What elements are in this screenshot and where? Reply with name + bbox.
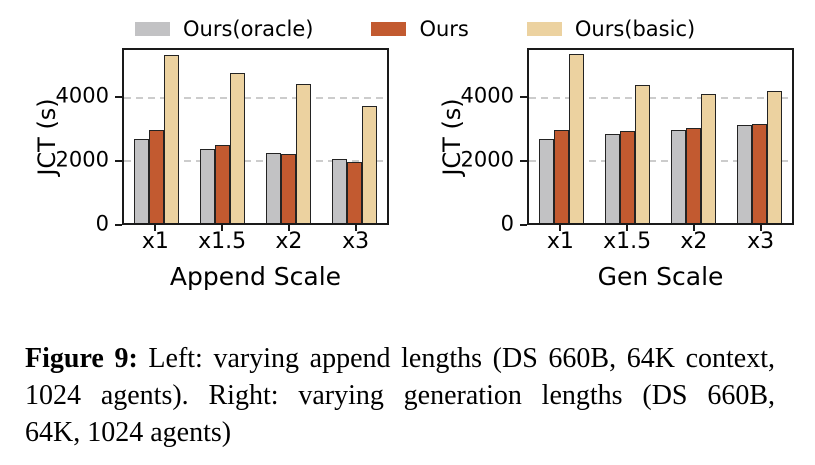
bar-oursbasic-x3 [766,90,782,223]
bar-ours-x2 [280,153,296,223]
bar-group-x1 [134,50,180,223]
x-tick-mark [354,225,357,231]
bar-ours-x2 [685,127,701,223]
bar-ours-x3 [346,161,362,223]
x-axis-ticks: x1 x1.5 x2 x3 [527,225,794,259]
y-tick-label: 0 [95,211,109,236]
plot-area [122,48,389,225]
x-tick-label: x2 [275,229,303,254]
y-axis-label-cell: JCT (s) [435,48,469,225]
bar-oursoracle-x3 [736,124,752,223]
legend-label: Ours(basic) [574,16,696,41]
legend-swatch-ours-basic [526,22,562,36]
bar-ours-x1.5 [215,145,231,223]
legend-item-ours: Ours [371,16,469,41]
caption-figure-number: Figure 9: [25,343,138,374]
caption-line: 1024 agents). Right: varying generation … [25,380,775,411]
legend-item-ours-oracle: Ours(oracle) [135,16,314,41]
bar-oursbasic-x2 [295,84,311,223]
bar-oursbasic-x3 [361,105,377,223]
x-tick-mark [287,225,290,231]
legend: Ours(oracle) Ours Ours(basic) [135,16,815,42]
bar-group-x1 [539,50,585,223]
gridline [124,159,387,162]
bar-ours-x3 [751,123,767,223]
y-axis-label-cell: JCT (s) [30,48,64,225]
legend-label: Ours [419,16,469,41]
y-tick-label: 0 [500,211,514,236]
y-tick-label: 2000 [55,147,109,172]
bar-oursoracle-x3 [331,159,347,223]
plot-area [527,48,794,225]
x-tick-mark [626,225,629,231]
x-tick-mark [154,225,157,231]
y-axis-ticks: 0 2000 4000 [461,48,527,234]
y-tick-label: 4000 [460,84,514,109]
y-tick-mark [115,224,122,226]
y-axis-ticks: 0 2000 4000 [56,48,122,234]
gridline [529,97,792,100]
chart-append-scale: JCT (s) 0 2000 4000 x1 x1.5 x2 x3 Append Scal… [30,48,389,293]
y-tick-mark [115,96,122,99]
bar-group-x3 [736,50,782,223]
legend-swatch-ours-oracle [135,22,170,36]
bar-group-x3 [331,50,377,223]
bar-oursbasic-x1.5 [230,72,246,223]
bar-groups [124,50,387,223]
caption-line: 64K, 1024 agents) [25,417,232,448]
bar-oursoracle-x1.5 [605,134,621,223]
bar-group-x1.5 [200,50,246,223]
bar-group-x2 [670,50,716,223]
figure-caption: Figure 9: Left: varying append lengths (… [25,340,775,451]
x-tick-label: x1 [141,229,169,254]
bar-oursoracle-x1 [134,138,150,223]
bar-ours-x1 [149,130,165,223]
bar-oursbasic-x2 [700,93,716,223]
bar-oursbasic-x1 [569,54,585,223]
y-tick-label: 2000 [460,147,514,172]
bar-oursoracle-x2 [670,129,686,223]
x-tick-mark [559,225,562,231]
x-tick-mark [692,225,695,231]
y-tick-mark [520,160,527,163]
x-tick-label: x2 [680,229,708,254]
gridline [529,159,792,162]
x-axis-ticks: x1 x1.5 x2 x3 [122,225,389,259]
caption-line: Figure 9: Left: varying append lengths (… [25,340,775,377]
gridline [124,97,387,100]
bar-groups [529,50,792,223]
chart-gen-scale: JCT (s) 0 2000 4000 x1 x1.5 x2 x3 Gen Scale [435,48,794,293]
charts-row: JCT (s) 0 2000 4000 x1 x1.5 x2 x3 Append Scal… [30,48,815,293]
bar-group-x1.5 [605,50,651,223]
y-tick-mark [520,96,527,99]
x-tick-mark [221,225,224,231]
bar-oursoracle-x1 [539,138,555,223]
x-axis-title: Gen Scale [597,262,724,291]
x-tick-label: x1.5 [198,229,247,254]
bar-group-x2 [265,50,311,223]
bar-ours-x1 [554,129,570,223]
x-tick-label: x1.5 [603,229,652,254]
bar-oursoracle-x1.5 [200,148,216,223]
x-axis-title: Append Scale [169,262,342,291]
bar-oursbasic-x1 [164,54,180,223]
x-tick-label: x3 [342,229,370,254]
x-tick-label: x1 [546,229,574,254]
x-tick-mark [759,225,762,231]
y-tick-mark [115,160,122,163]
bar-ours-x1.5 [620,131,636,223]
legend-swatch-ours [371,22,407,36]
legend-item-ours-basic: Ours(basic) [526,16,696,41]
x-tick-label: x3 [747,229,775,254]
caption-text: Left: varying append lengths (DS 660B, 6… [148,343,775,374]
bar-oursbasic-x1.5 [635,84,651,223]
y-tick-mark [520,224,527,226]
bar-oursoracle-x2 [265,152,281,223]
legend-label: Ours(oracle) [183,16,314,41]
y-tick-label: 4000 [55,84,109,109]
